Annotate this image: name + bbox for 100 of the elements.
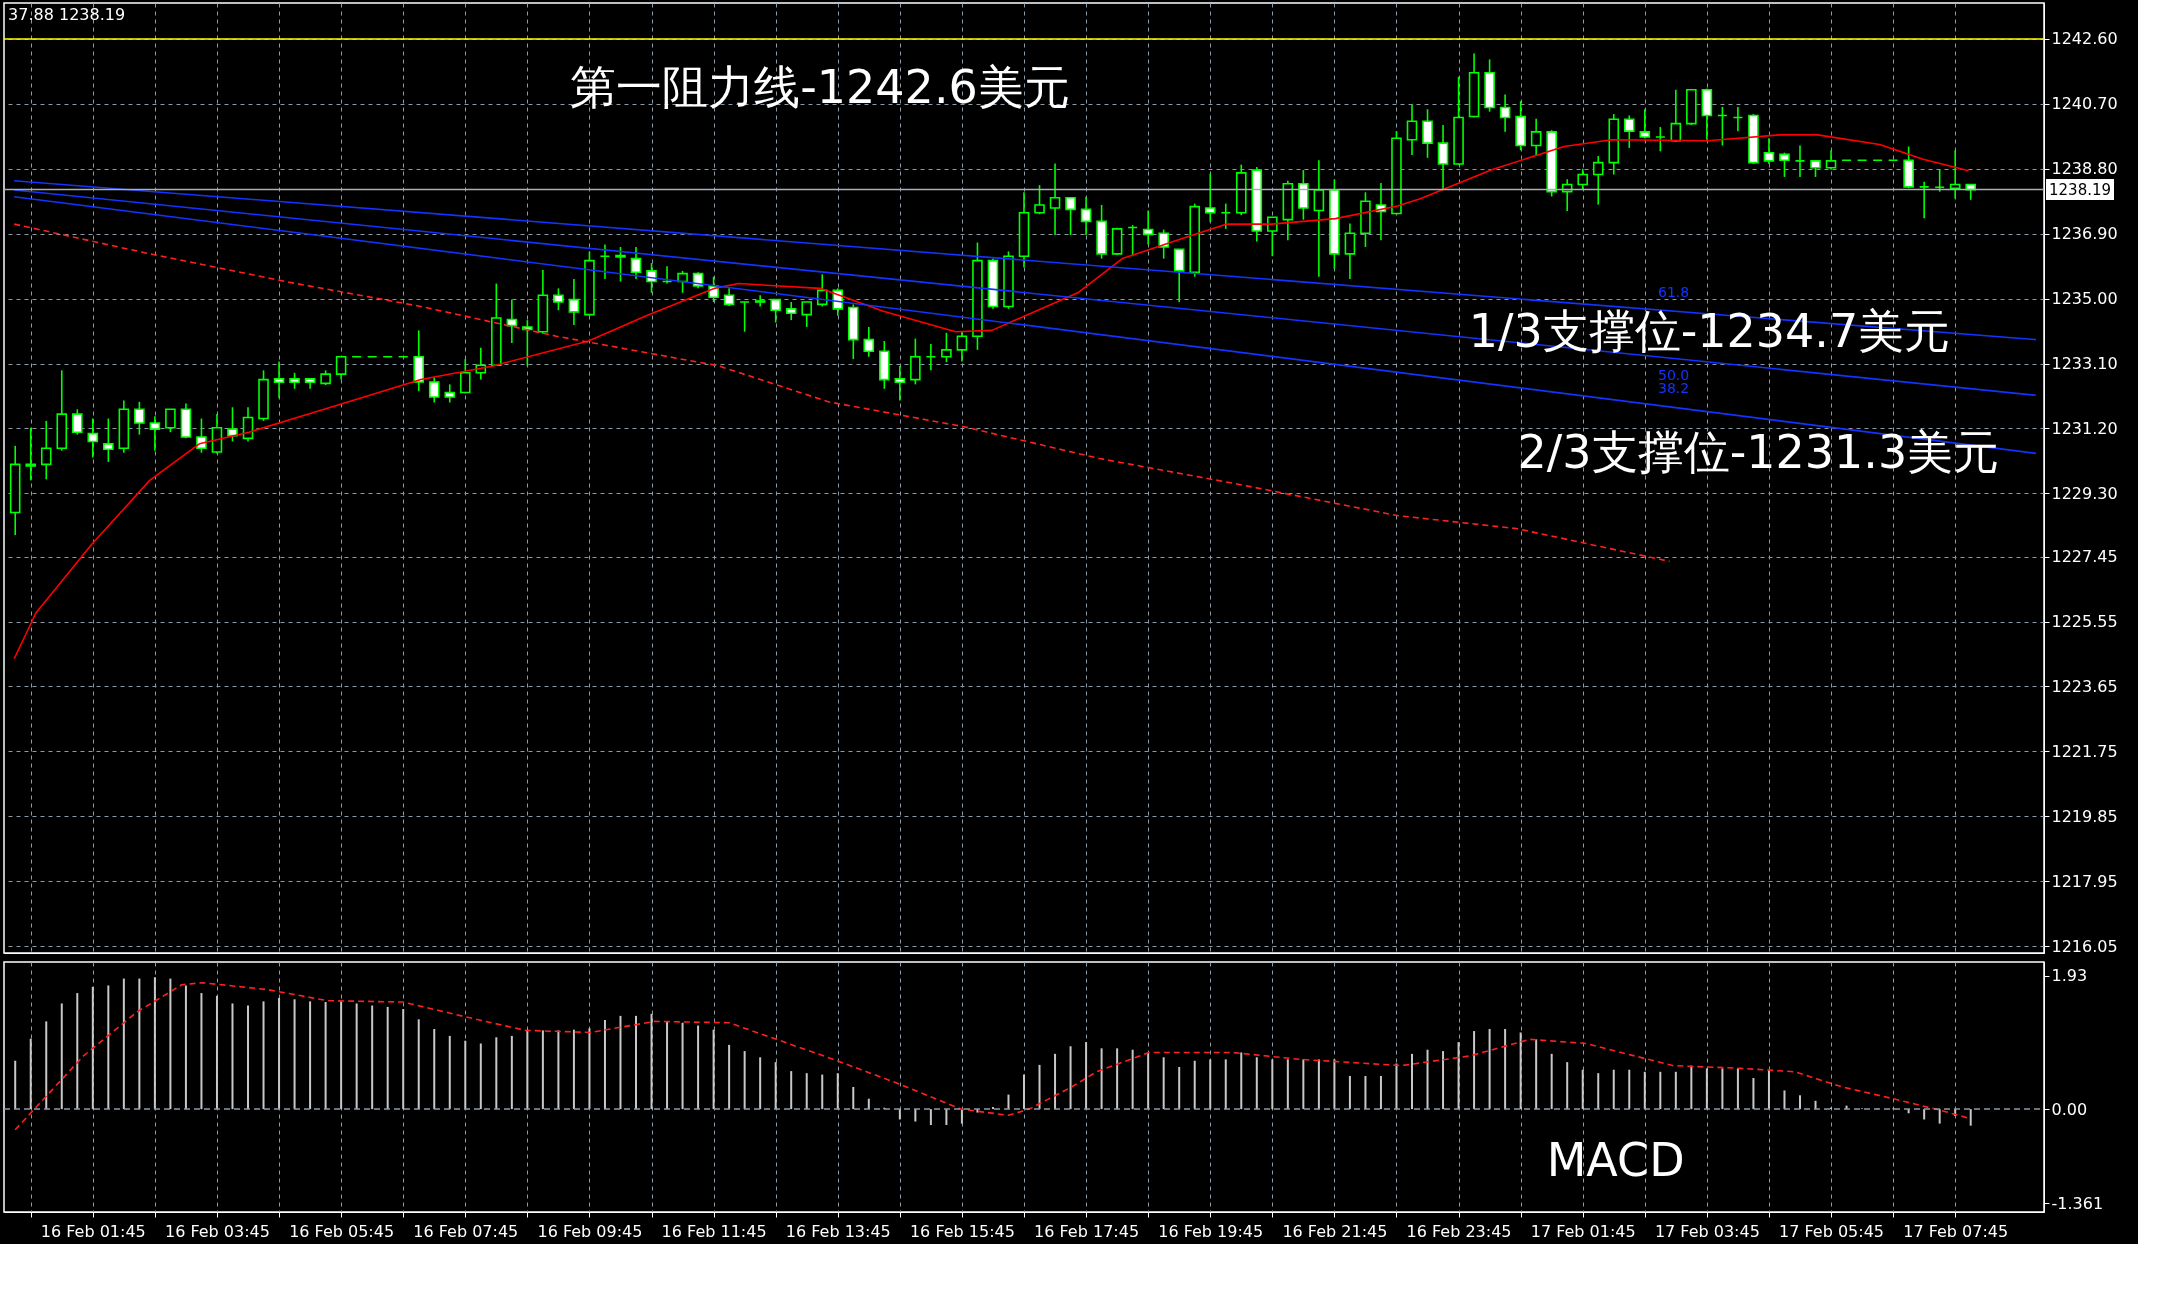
x-tick-label: 16 Feb 23:45 [1406, 1221, 1512, 1241]
x-tick-label: 16 Feb 21:45 [1282, 1221, 1388, 1241]
bar [76, 993, 79, 1110]
x-tick-label: 16 Feb 05:45 [289, 1221, 395, 1241]
candlestick [1825, 149, 1837, 171]
bar [1550, 1053, 1553, 1110]
x-tick-label: 16 Feb 17:45 [1034, 1221, 1140, 1241]
candlestick [1267, 216, 1278, 258]
bar [231, 1003, 234, 1110]
bar [1535, 1039, 1538, 1110]
bar [340, 1001, 343, 1110]
bar [14, 1060, 17, 1110]
bar [572, 1029, 575, 1110]
bar [1255, 1057, 1258, 1110]
bar [759, 1057, 762, 1110]
bar [1519, 1032, 1522, 1110]
candlestick [553, 287, 564, 312]
bar [1752, 1078, 1755, 1110]
bar [603, 1020, 606, 1110]
bar [1054, 1053, 1057, 1110]
bar [1938, 1109, 1941, 1124]
x-tick-label: 17 Feb 03:45 [1654, 1221, 1760, 1241]
candlestick [335, 355, 347, 381]
candlestick [1577, 167, 1589, 191]
bar [153, 977, 156, 1110]
bar [1659, 1071, 1662, 1110]
y-tick-label: 1233.10 [2051, 354, 2118, 374]
bar [1721, 1068, 1724, 1110]
bar [1224, 1059, 1227, 1110]
y-tick-label: 1229.30 [2051, 483, 2118, 503]
candlestick [428, 376, 440, 404]
annotation: MACD [1546, 1133, 1685, 1187]
bar [122, 978, 125, 1110]
bar [247, 1005, 250, 1110]
candlestick [1949, 149, 1961, 200]
y-tick-label: 1.93 [2051, 966, 2088, 986]
candlestick [1499, 93, 1511, 133]
candlestick [71, 408, 83, 436]
bar [1674, 1071, 1677, 1110]
bar [1147, 1052, 1150, 1110]
bar [1426, 1049, 1429, 1110]
x-tick-label: 16 Feb 07:45 [413, 1221, 519, 1241]
bar [1566, 1062, 1569, 1110]
y-tick-label: 1240.70 [2051, 94, 2118, 114]
bar [1643, 1071, 1646, 1110]
candlestick [87, 417, 99, 459]
bar [541, 1030, 544, 1110]
bar [1736, 1068, 1739, 1110]
candlestick [1437, 124, 1449, 191]
candlestick [1049, 162, 1061, 236]
bar [790, 1071, 793, 1110]
bar [929, 1109, 932, 1125]
bar [1612, 1069, 1615, 1110]
candlestick [1422, 108, 1433, 159]
bar [355, 1003, 358, 1110]
candlestick [956, 330, 968, 363]
bar [1690, 1065, 1693, 1110]
bar [215, 995, 218, 1110]
bar [1038, 1064, 1041, 1110]
bar [697, 1025, 700, 1110]
y-tick-label: 1231.20 [2051, 418, 2118, 438]
candlestick [1034, 184, 1045, 215]
candlestick [1313, 159, 1325, 278]
candlestick [273, 360, 285, 399]
bar [1116, 1048, 1119, 1110]
bar [1488, 1028, 1491, 1110]
bar [1379, 1075, 1382, 1110]
bar [1348, 1075, 1351, 1110]
bar [805, 1073, 808, 1110]
bar [774, 1062, 777, 1110]
bar [1162, 1057, 1165, 1110]
y-tick-label: -1.361 [2051, 1193, 2104, 1213]
y-tick-label: 1225.55 [2051, 612, 2118, 632]
annotation: 第一阻力线-1242.6美元 [570, 59, 1070, 114]
bar [1442, 1051, 1445, 1110]
bar [681, 1022, 684, 1110]
bar [1597, 1073, 1600, 1110]
candlestick [1344, 222, 1356, 280]
x-tick-label: 17 Feb 05:45 [1779, 1221, 1885, 1241]
x-tick-label: 16 Feb 11:45 [661, 1221, 767, 1241]
bar [666, 1021, 669, 1110]
y-tick-label: 1227.45 [2051, 547, 2118, 567]
x-tick-label: 16 Feb 01:45 [40, 1221, 146, 1241]
candlestick [615, 246, 626, 283]
candlestick [25, 426, 37, 482]
candlestick [1204, 173, 1216, 223]
bar [1969, 1109, 1972, 1126]
bar [1364, 1075, 1367, 1110]
candlestick [1530, 118, 1542, 156]
bar [557, 1030, 560, 1110]
candlestick [1592, 155, 1604, 206]
candlestick [1173, 248, 1185, 303]
candlestick [894, 365, 906, 402]
bar [45, 1021, 48, 1110]
bar [1069, 1046, 1072, 1110]
bar [1628, 1069, 1631, 1110]
candlestick [801, 301, 813, 328]
bar [448, 1035, 451, 1110]
y-tick-label: 1238.80 [2051, 159, 2118, 179]
candlestick [1670, 89, 1682, 143]
